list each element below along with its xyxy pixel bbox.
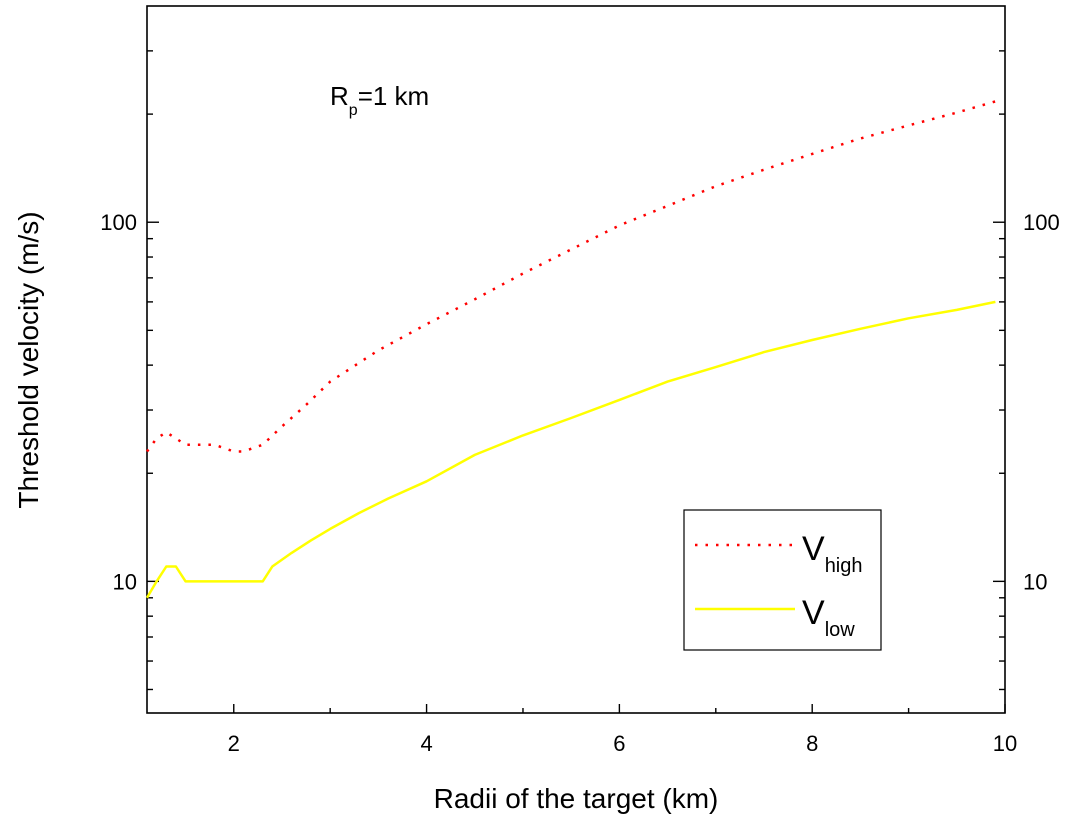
x-tick-label: 2 [228,731,240,756]
y-tick-label-right: 100 [1023,210,1060,235]
legend-label-low-main: V [802,594,825,632]
y-tick-label-right: 10 [1023,569,1047,594]
radius-annotation: Rp=1 km [330,81,429,119]
x-tick-label: 6 [613,731,625,756]
y-tick-label-left: 10 [113,569,137,594]
legend-label-high: Vhigh [802,530,863,577]
plot-frame [146,5,1006,714]
series-group [145,100,996,599]
y-tick-label-left: 100 [100,210,137,235]
legend-label-high-main: V [802,530,825,568]
series-line-low [145,300,996,599]
radius-annotation-sub: p [349,102,358,119]
legend-label-high-sub: high [825,555,863,577]
x-tick-label: 4 [420,731,432,756]
legend-label-low: Vlow [802,594,855,641]
legend: Vhigh Vlow [683,509,882,651]
radius-annotation-main: R [330,81,349,111]
x-tick-label: 10 [993,731,1017,756]
x-tick-label: 8 [806,731,818,756]
series-line-high [145,100,996,453]
x-axis-title: Radii of the target (km) [434,783,719,814]
y-axis-title: Threshold velocity (m/s) [13,211,44,508]
legend-box [683,509,882,651]
legend-label-low-sub: low [825,619,856,641]
radius-annotation-rest: =1 km [358,81,430,111]
tick-labels: 2 4 6 8 10 10 10 100 100 [100,210,1059,756]
